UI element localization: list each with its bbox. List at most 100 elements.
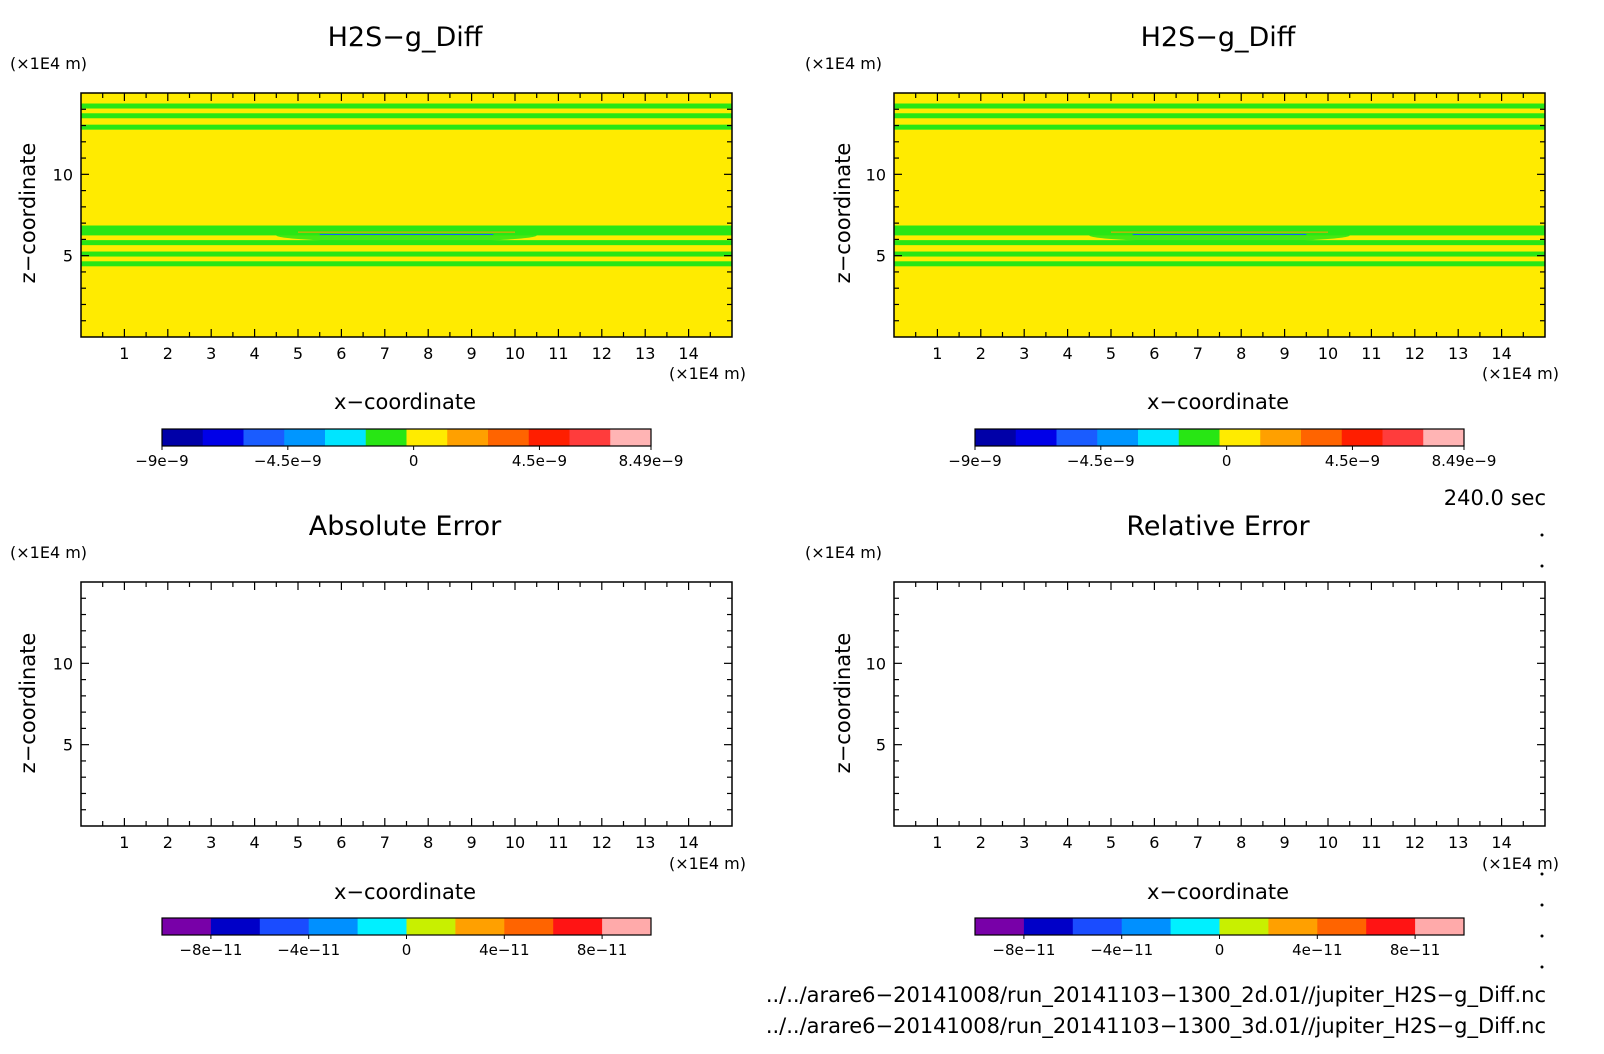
x-tick-label: 11 <box>548 833 568 852</box>
colorbar-segment <box>1341 429 1383 446</box>
x-tick-label: 13 <box>1448 833 1468 852</box>
disturbance-region <box>1089 228 1350 243</box>
x-tick-label: 12 <box>592 833 612 852</box>
colorbar-label: 4.5e−9 <box>1325 452 1380 470</box>
colorbar-segment <box>357 918 407 935</box>
x-tick-label: 6 <box>336 344 346 363</box>
y-unit-label: (×1E4 m) <box>10 543 87 562</box>
contour-band <box>894 103 1545 109</box>
colorbar-segment <box>1072 918 1123 935</box>
z-tick-label: 5 <box>876 736 886 755</box>
x-tick-label: 13 <box>635 833 655 852</box>
colorbar: −8e−11 −4e−11 0 4e−11 8e−11 <box>161 917 652 959</box>
y-unit-label: (×1E4 m) <box>10 54 87 73</box>
x-tick-label: 8 <box>1236 344 1246 363</box>
contour-band <box>81 113 732 119</box>
colorbar-segment <box>1023 918 1074 935</box>
disturbance-region <box>276 228 537 243</box>
contour-band <box>81 225 732 231</box>
panel-absolute-error: Absolute Error (×1E4 m) 1 2 3 4 5 6 7 8 9 10 11 12 1… <box>10 511 746 959</box>
x-unit-label: (×1E4 m) <box>669 364 746 383</box>
x-unit-label: (×1E4 m) <box>1482 364 1559 383</box>
colorbar-segment <box>975 918 1025 935</box>
x-tick-label: 7 <box>1193 833 1203 852</box>
x-axis-label: x−coordinate <box>1147 390 1289 414</box>
panel-title: Absolute Error <box>309 511 502 542</box>
contour-band <box>894 225 1545 231</box>
y-axis-label: z−coordinate <box>16 143 40 284</box>
x-tick-label: 4 <box>1063 833 1073 852</box>
contour-band <box>894 240 1545 246</box>
colorbar-segment <box>162 429 204 446</box>
x-tick-label: 7 <box>380 344 390 363</box>
x-tick-label: 9 <box>467 833 477 852</box>
panel-h2s-diff-left: H2S−g_Diff (×1E4 m) 1 2 3 4 5 6 7 8 9 10 11 12 13 145… <box>10 22 746 470</box>
x-tick-label: 11 <box>548 344 568 363</box>
x-unit-label: (×1E4 m) <box>1482 854 1559 873</box>
margin-dot <box>1540 533 1544 537</box>
colorbar-label: 0 <box>402 941 412 959</box>
colorbar: −9e−9 −4.5e−9 0 4.5e−9 8.49e−9 <box>135 428 684 470</box>
margin-dot <box>1540 965 1544 969</box>
x-tick-label: 9 <box>467 344 477 363</box>
x-tick-label: 6 <box>336 833 346 852</box>
z-tick-label: 5 <box>876 247 886 266</box>
colorbar-segment <box>1423 429 1465 446</box>
colorbar-label: 0 <box>409 452 419 470</box>
x-tick-label: 13 <box>635 344 655 363</box>
colorbar-segment <box>1121 918 1172 935</box>
x-tick-label: 11 <box>1361 833 1381 852</box>
file-path-3d: ../../arare6−20141008/run_20141103−1300_… <box>766 1014 1546 1039</box>
x-unit-label: (×1E4 m) <box>669 854 746 873</box>
colorbar-segment <box>202 429 244 446</box>
colorbar-segment <box>1178 429 1220 446</box>
colorbar-segment <box>1219 429 1261 446</box>
colorbar-segment <box>406 918 456 935</box>
z-tick-label: 10 <box>53 654 73 673</box>
contour-band <box>81 251 732 257</box>
x-tick-label: 7 <box>1193 344 1203 363</box>
time-label: 240.0 sec <box>1444 486 1546 510</box>
colorbar-label: −4e−11 <box>1090 941 1153 959</box>
colorbar-label: −4.5e−9 <box>254 452 322 470</box>
colorbar-frame <box>974 428 1465 447</box>
colorbar-segment <box>259 918 310 935</box>
colorbar-label: 0 <box>1215 941 1225 959</box>
x-tick-label: 1 <box>932 344 942 363</box>
x-tick-label: 7 <box>380 833 390 852</box>
x-tick-label: 4 <box>250 344 260 363</box>
margin-dot <box>1540 872 1544 876</box>
colorbar-segment <box>162 918 212 935</box>
y-unit-label: (×1E4 m) <box>805 54 882 73</box>
field-background <box>894 93 1545 337</box>
colorbar-segment <box>365 429 407 446</box>
colorbar-label: 8.49e−9 <box>619 452 684 470</box>
colorbar-label: 4e−11 <box>1292 941 1342 959</box>
colorbar-label: −8e−11 <box>992 941 1055 959</box>
colorbar-segment <box>1219 918 1269 935</box>
contour-band <box>81 240 732 246</box>
contour-band <box>894 261 1545 267</box>
x-tick-label: 14 <box>678 344 698 363</box>
colorbar-label: 4e−11 <box>479 941 529 959</box>
x-tick-label: 12 <box>592 344 612 363</box>
colorbar-label: −8e−11 <box>179 941 242 959</box>
x-tick-label: 5 <box>293 344 303 363</box>
colorbar-frame <box>161 428 652 447</box>
colorbar-label: 4.5e−9 <box>512 452 567 470</box>
panel-title: Relative Error <box>1126 511 1310 542</box>
colorbar-segment <box>569 429 611 446</box>
x-tick-label: 6 <box>1149 833 1159 852</box>
x-axis-label: x−coordinate <box>334 390 476 414</box>
plot-frame <box>893 581 1546 827</box>
colorbar-segment <box>610 429 652 446</box>
colorbar-segment <box>1170 918 1220 935</box>
x-tick-label: 3 <box>1019 344 1029 363</box>
z-tick-label: 10 <box>866 165 886 184</box>
x-tick-label: 2 <box>163 344 173 363</box>
x-tick-label: 14 <box>678 833 698 852</box>
x-tick-label: 8 <box>1236 833 1246 852</box>
